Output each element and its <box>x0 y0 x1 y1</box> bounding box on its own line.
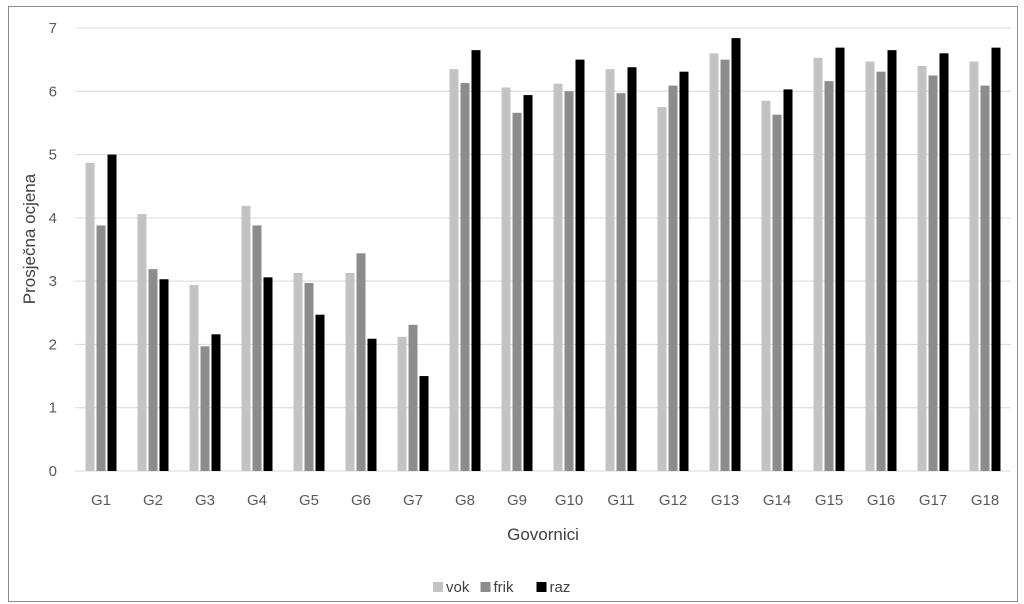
bar-raz-G18 <box>991 47 1001 472</box>
bar-vok-G5 <box>293 272 303 471</box>
bar-vok-G14 <box>761 100 771 472</box>
bar-raz-G1 <box>107 154 117 472</box>
bar-vok-G10 <box>553 83 563 471</box>
bar-frik-G6 <box>356 253 366 471</box>
bar-raz-G5 <box>315 314 325 471</box>
legend-label-raz: raz <box>550 579 571 596</box>
x-tick-label: G14 <box>763 492 791 509</box>
bar-raz-G10 <box>575 59 585 472</box>
x-tick-label: G13 <box>711 492 739 509</box>
bar-frik-G14 <box>772 114 782 472</box>
bar-vok-G18 <box>969 61 979 471</box>
bar-vok-G9 <box>501 87 511 471</box>
x-tick-label: G1 <box>91 492 111 509</box>
bar-raz-G9 <box>523 95 533 471</box>
legend-swatch-vok <box>433 582 443 592</box>
bar-raz-G17 <box>939 53 949 472</box>
x-tick-label: G15 <box>815 492 843 509</box>
x-tick-label: G8 <box>455 492 475 509</box>
bar-frik-G3 <box>200 346 210 471</box>
bar-frik-G11 <box>616 93 626 471</box>
legend-swatch-raz <box>536 582 547 592</box>
x-tick-label: G11 <box>607 492 634 509</box>
legend: vok frik raz <box>433 579 570 596</box>
x-tick-label: G16 <box>867 492 895 509</box>
bar-frik-G15 <box>824 81 834 471</box>
y-axis-title: Prosječna ocjena <box>20 173 39 304</box>
bar-frik-G10 <box>564 91 574 472</box>
x-tick-label: G6 <box>351 492 371 509</box>
bar-frik-G13 <box>720 59 730 472</box>
bar-raz-G13 <box>731 38 741 472</box>
bar-frik-G9 <box>512 112 522 471</box>
bar-vok-G12 <box>657 107 667 471</box>
x-tick-label: G9 <box>507 492 527 509</box>
bar-raz-G12 <box>679 71 689 471</box>
bar-raz-G2 <box>159 279 169 471</box>
y-tick-labels: 0 1 2 3 4 5 6 7 <box>49 20 57 480</box>
y-tick-label: 6 <box>49 83 57 100</box>
bar-frik-G2 <box>148 269 158 471</box>
bar-vok-G16 <box>865 61 875 471</box>
bar-raz-G7 <box>419 376 429 471</box>
bar-frik-G1 <box>96 225 106 471</box>
x-tick-label: G12 <box>659 492 687 509</box>
y-tick-label: 3 <box>49 273 57 290</box>
bars <box>85 38 1001 472</box>
x-tick-label: G5 <box>299 492 319 509</box>
bar-vok-G15 <box>813 57 823 471</box>
x-tick-label: G4 <box>247 492 267 509</box>
y-tick-label: 1 <box>49 400 57 417</box>
bar-raz-G8 <box>471 50 481 472</box>
bar-frik-G18 <box>980 85 990 471</box>
x-tick-label: G2 <box>143 492 163 509</box>
bar-frik-G5 <box>304 283 314 471</box>
bar-raz-G16 <box>887 50 897 472</box>
y-tick-label: 7 <box>49 20 57 37</box>
y-tick-label: 4 <box>49 210 57 227</box>
bar-vok-G8 <box>449 69 459 471</box>
bar-frik-G12 <box>668 85 678 471</box>
bar-frik-G8 <box>460 83 470 472</box>
legend-swatch-frik <box>480 582 491 592</box>
bar-vok-G4 <box>241 205 251 471</box>
bar-raz-G11 <box>627 67 637 471</box>
bar-raz-G15 <box>835 47 845 472</box>
bar-vok-G6 <box>345 272 355 471</box>
bar-raz-G14 <box>783 89 793 471</box>
legend-label-vok: vok <box>446 579 470 596</box>
bar-frik-G7 <box>408 324 418 471</box>
x-axis-title: Govornici <box>507 525 579 544</box>
bar-raz-G3 <box>211 334 221 471</box>
bar-raz-G4 <box>263 277 273 471</box>
x-tick-labels: G1 G2 G3 G4 G5 G6 G7 G8 G9 G10 G11 G12 G13 G14 G15 G16 G… <box>91 492 999 509</box>
x-tick-label: G17 <box>919 492 947 509</box>
bar-frik-G17 <box>928 75 938 471</box>
x-tick-label: G7 <box>403 492 423 509</box>
x-tick-label: G18 <box>971 492 999 509</box>
bar-vok-G17 <box>917 65 927 471</box>
bar-vok-G13 <box>709 53 719 472</box>
gridlines <box>75 27 1011 472</box>
bar-vok-G7 <box>397 336 407 471</box>
bar-vok-G3 <box>189 284 199 471</box>
bar-vok-G11 <box>605 69 615 471</box>
bar-frik-G4 <box>252 225 262 471</box>
y-tick-label: 5 <box>49 147 57 164</box>
bar-raz-G6 <box>367 338 377 471</box>
x-tick-label: G10 <box>555 492 583 509</box>
y-tick-label: 2 <box>49 336 57 353</box>
legend-label-frik: frik <box>494 579 514 596</box>
bar-frik-G16 <box>876 71 886 471</box>
x-tick-label: G3 <box>195 492 215 509</box>
y-tick-label: 0 <box>49 463 57 480</box>
bar-vok-G2 <box>137 214 147 471</box>
bar-vok-G1 <box>85 162 95 471</box>
